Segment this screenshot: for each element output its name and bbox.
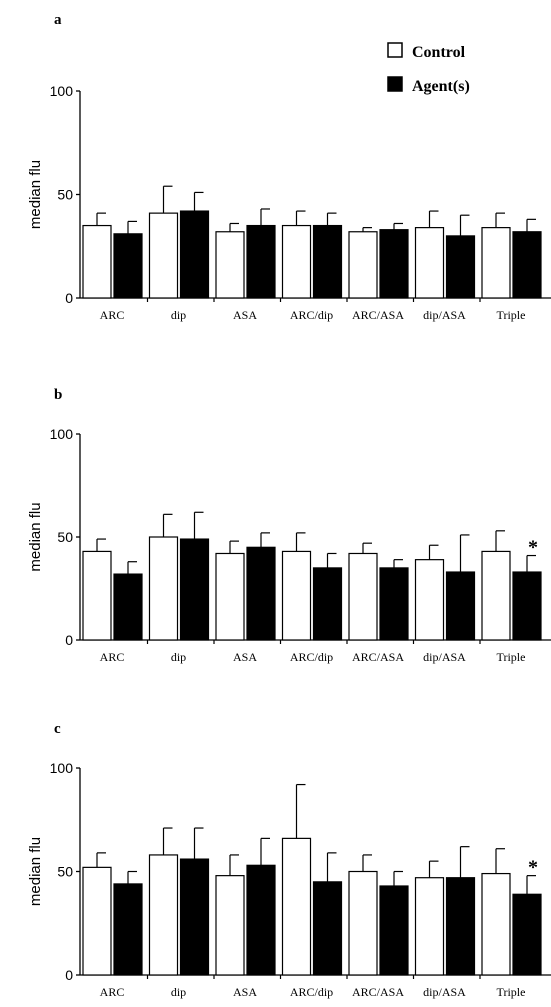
x-tick-label: ASA xyxy=(233,650,257,664)
bar-agents xyxy=(312,567,343,641)
x-tick-label: Triple xyxy=(497,650,526,664)
bar-control xyxy=(348,231,378,299)
bar-agents xyxy=(379,229,409,299)
bar-agents xyxy=(113,883,143,976)
bar-control xyxy=(148,212,179,299)
bar-control xyxy=(481,227,511,299)
bar-control xyxy=(414,559,445,641)
y-tick-label: 0 xyxy=(65,632,73,648)
x-tick-label: dip xyxy=(171,308,186,322)
legend-control-label: Control xyxy=(412,44,466,61)
legend-agent-swatch xyxy=(387,76,403,92)
bar-agents xyxy=(445,571,476,641)
bar-control xyxy=(148,536,179,641)
panel-c: c median flu 0 50 100 ARC dip ASA ARC/dip ARC/ASA… xyxy=(27,721,551,999)
bar-control xyxy=(281,837,312,976)
y-axis-label: median flu xyxy=(27,160,44,229)
bar-control xyxy=(414,877,445,976)
y-tick-label: 100 xyxy=(50,426,74,442)
bar-control xyxy=(82,550,112,641)
panel-letter: a xyxy=(54,12,62,28)
x-tick-label: ARC/ASA xyxy=(352,308,404,322)
significance-marker: * xyxy=(528,537,538,559)
bar-agents xyxy=(179,538,210,641)
bar-agents xyxy=(445,877,476,976)
bar-control xyxy=(281,224,312,299)
bar-agents xyxy=(512,571,542,641)
bar-control xyxy=(348,552,378,641)
bar-agents xyxy=(179,858,210,976)
y-tick-label: 50 xyxy=(57,529,73,545)
bar-agents xyxy=(246,546,276,641)
x-tick-label: Triple xyxy=(497,985,526,999)
panel-letter: b xyxy=(54,387,62,403)
x-tick-label: ASA xyxy=(233,308,257,322)
bar-control xyxy=(148,854,179,976)
x-tick-label: ARC/dip xyxy=(290,650,333,664)
bar-agents xyxy=(179,210,210,299)
significance-marker: * xyxy=(528,857,538,879)
legend-agent-label: Agent(s) xyxy=(412,78,470,95)
x-tick-label: ARC/ASA xyxy=(352,650,404,664)
bar-agents xyxy=(312,224,343,299)
y-tick-label: 50 xyxy=(57,864,73,880)
bar-control xyxy=(348,870,378,976)
bar-agents xyxy=(113,573,143,641)
bar-control xyxy=(215,552,245,641)
panel-b: b median flu 0 50 100 ARC dip ASA ARC/dip ARC/ASA… xyxy=(27,387,551,664)
bar-agents xyxy=(312,881,343,976)
bar-control xyxy=(215,875,245,976)
bar-agents xyxy=(246,224,276,299)
bar-control xyxy=(481,872,511,976)
y-axis-label: median flu xyxy=(27,502,44,571)
legend: Control Agent(s) xyxy=(387,42,470,95)
panel-letter: c xyxy=(54,721,61,737)
y-tick-label: 100 xyxy=(50,760,74,776)
panel-a: a median flu 0 50 100 ARC dip ASA ARC/dip ARC/ASA… xyxy=(27,12,551,322)
bar-control xyxy=(281,550,312,641)
bar-control xyxy=(414,227,445,299)
x-tick-label: ARC xyxy=(100,308,125,322)
y-tick-label: 50 xyxy=(57,187,73,203)
x-tick-label: ARC/dip xyxy=(290,308,333,322)
x-tick-label: ASA xyxy=(233,985,257,999)
panels: a median flu 0 50 100 ARC dip ASA ARC/dip ARC/ASA… xyxy=(27,12,551,999)
bar-agents xyxy=(113,233,143,299)
bar-control xyxy=(215,231,245,299)
bar-control xyxy=(481,550,511,641)
x-tick-label: dip/ASA xyxy=(423,985,466,999)
bar-agents xyxy=(379,567,409,641)
y-tick-label: 0 xyxy=(65,290,73,306)
x-tick-label: ARC/dip xyxy=(290,985,333,999)
y-tick-label: 100 xyxy=(50,83,74,99)
x-tick-label: dip/ASA xyxy=(423,650,466,664)
x-tick-label: ARC xyxy=(100,985,125,999)
bar-agents xyxy=(246,864,276,976)
bar-agents xyxy=(445,235,476,299)
x-tick-label: dip/ASA xyxy=(423,308,466,322)
x-tick-label: ARC/ASA xyxy=(352,985,404,999)
legend-control-swatch xyxy=(387,42,403,58)
x-tick-label: dip xyxy=(171,650,186,664)
y-axis-label: median flu xyxy=(27,837,44,906)
bar-control xyxy=(82,866,112,976)
y-tick-label: 0 xyxy=(65,967,73,983)
x-tick-label: Triple xyxy=(497,308,526,322)
bar-agents xyxy=(512,231,542,299)
x-tick-label: dip xyxy=(171,985,186,999)
x-tick-label: ARC xyxy=(100,650,125,664)
bar-control xyxy=(82,224,112,299)
bar-agents xyxy=(512,893,542,976)
bar-agents xyxy=(379,885,409,976)
